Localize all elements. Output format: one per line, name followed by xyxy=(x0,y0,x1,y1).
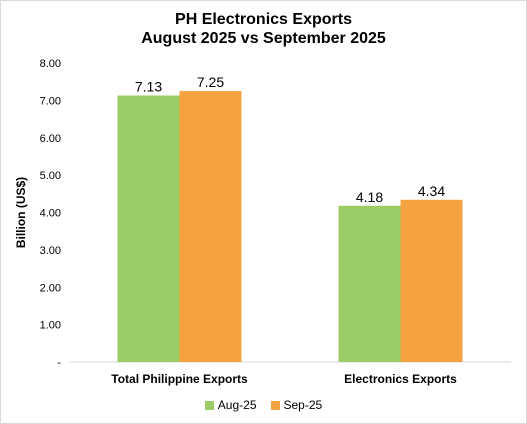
bar-sep-25 xyxy=(400,199,463,362)
chart-legend: Aug-25 Sep-25 xyxy=(1,398,526,412)
data-label: 4.18 xyxy=(356,189,383,205)
legend-label-sep: Sep-25 xyxy=(283,398,323,412)
legend-label-aug: Aug-25 xyxy=(217,398,257,412)
y-tick-label: 7.00 xyxy=(40,95,61,107)
legend-swatch-aug xyxy=(204,400,214,410)
x-category-label: Total Philippine Exports xyxy=(111,372,248,386)
y-tick-label: 6.00 xyxy=(40,133,61,145)
data-label: 7.25 xyxy=(197,74,224,90)
legend-item-aug: Aug-25 xyxy=(204,398,257,412)
bar-aug-25 xyxy=(338,205,401,362)
bar-sep-25 xyxy=(179,91,242,362)
data-label: 7.13 xyxy=(135,79,162,95)
chart-title: PH Electronics Exports August 2025 vs Se… xyxy=(1,10,526,48)
bar-aug-25 xyxy=(117,95,180,363)
y-tick-label: 1.00 xyxy=(40,320,61,332)
y-tick-label: - xyxy=(57,357,61,369)
legend-swatch-sep xyxy=(270,400,280,410)
x-category-label: Electronics Exports xyxy=(344,372,457,386)
data-label: 4.34 xyxy=(418,183,445,199)
y-tick-label: 3.00 xyxy=(40,245,61,257)
y-tick-label: 4.00 xyxy=(40,208,61,220)
y-tick-label: 5.00 xyxy=(40,170,61,182)
chart-title-line1: PH Electronics Exports xyxy=(175,11,352,28)
y-axis-title: Billion (US$) xyxy=(14,177,28,248)
y-tick-label: 8.00 xyxy=(40,58,61,70)
legend-item-sep: Sep-25 xyxy=(270,398,323,412)
chart-title-line2: August 2025 vs September 2025 xyxy=(141,30,386,47)
y-tick-label: 2.00 xyxy=(40,282,61,294)
